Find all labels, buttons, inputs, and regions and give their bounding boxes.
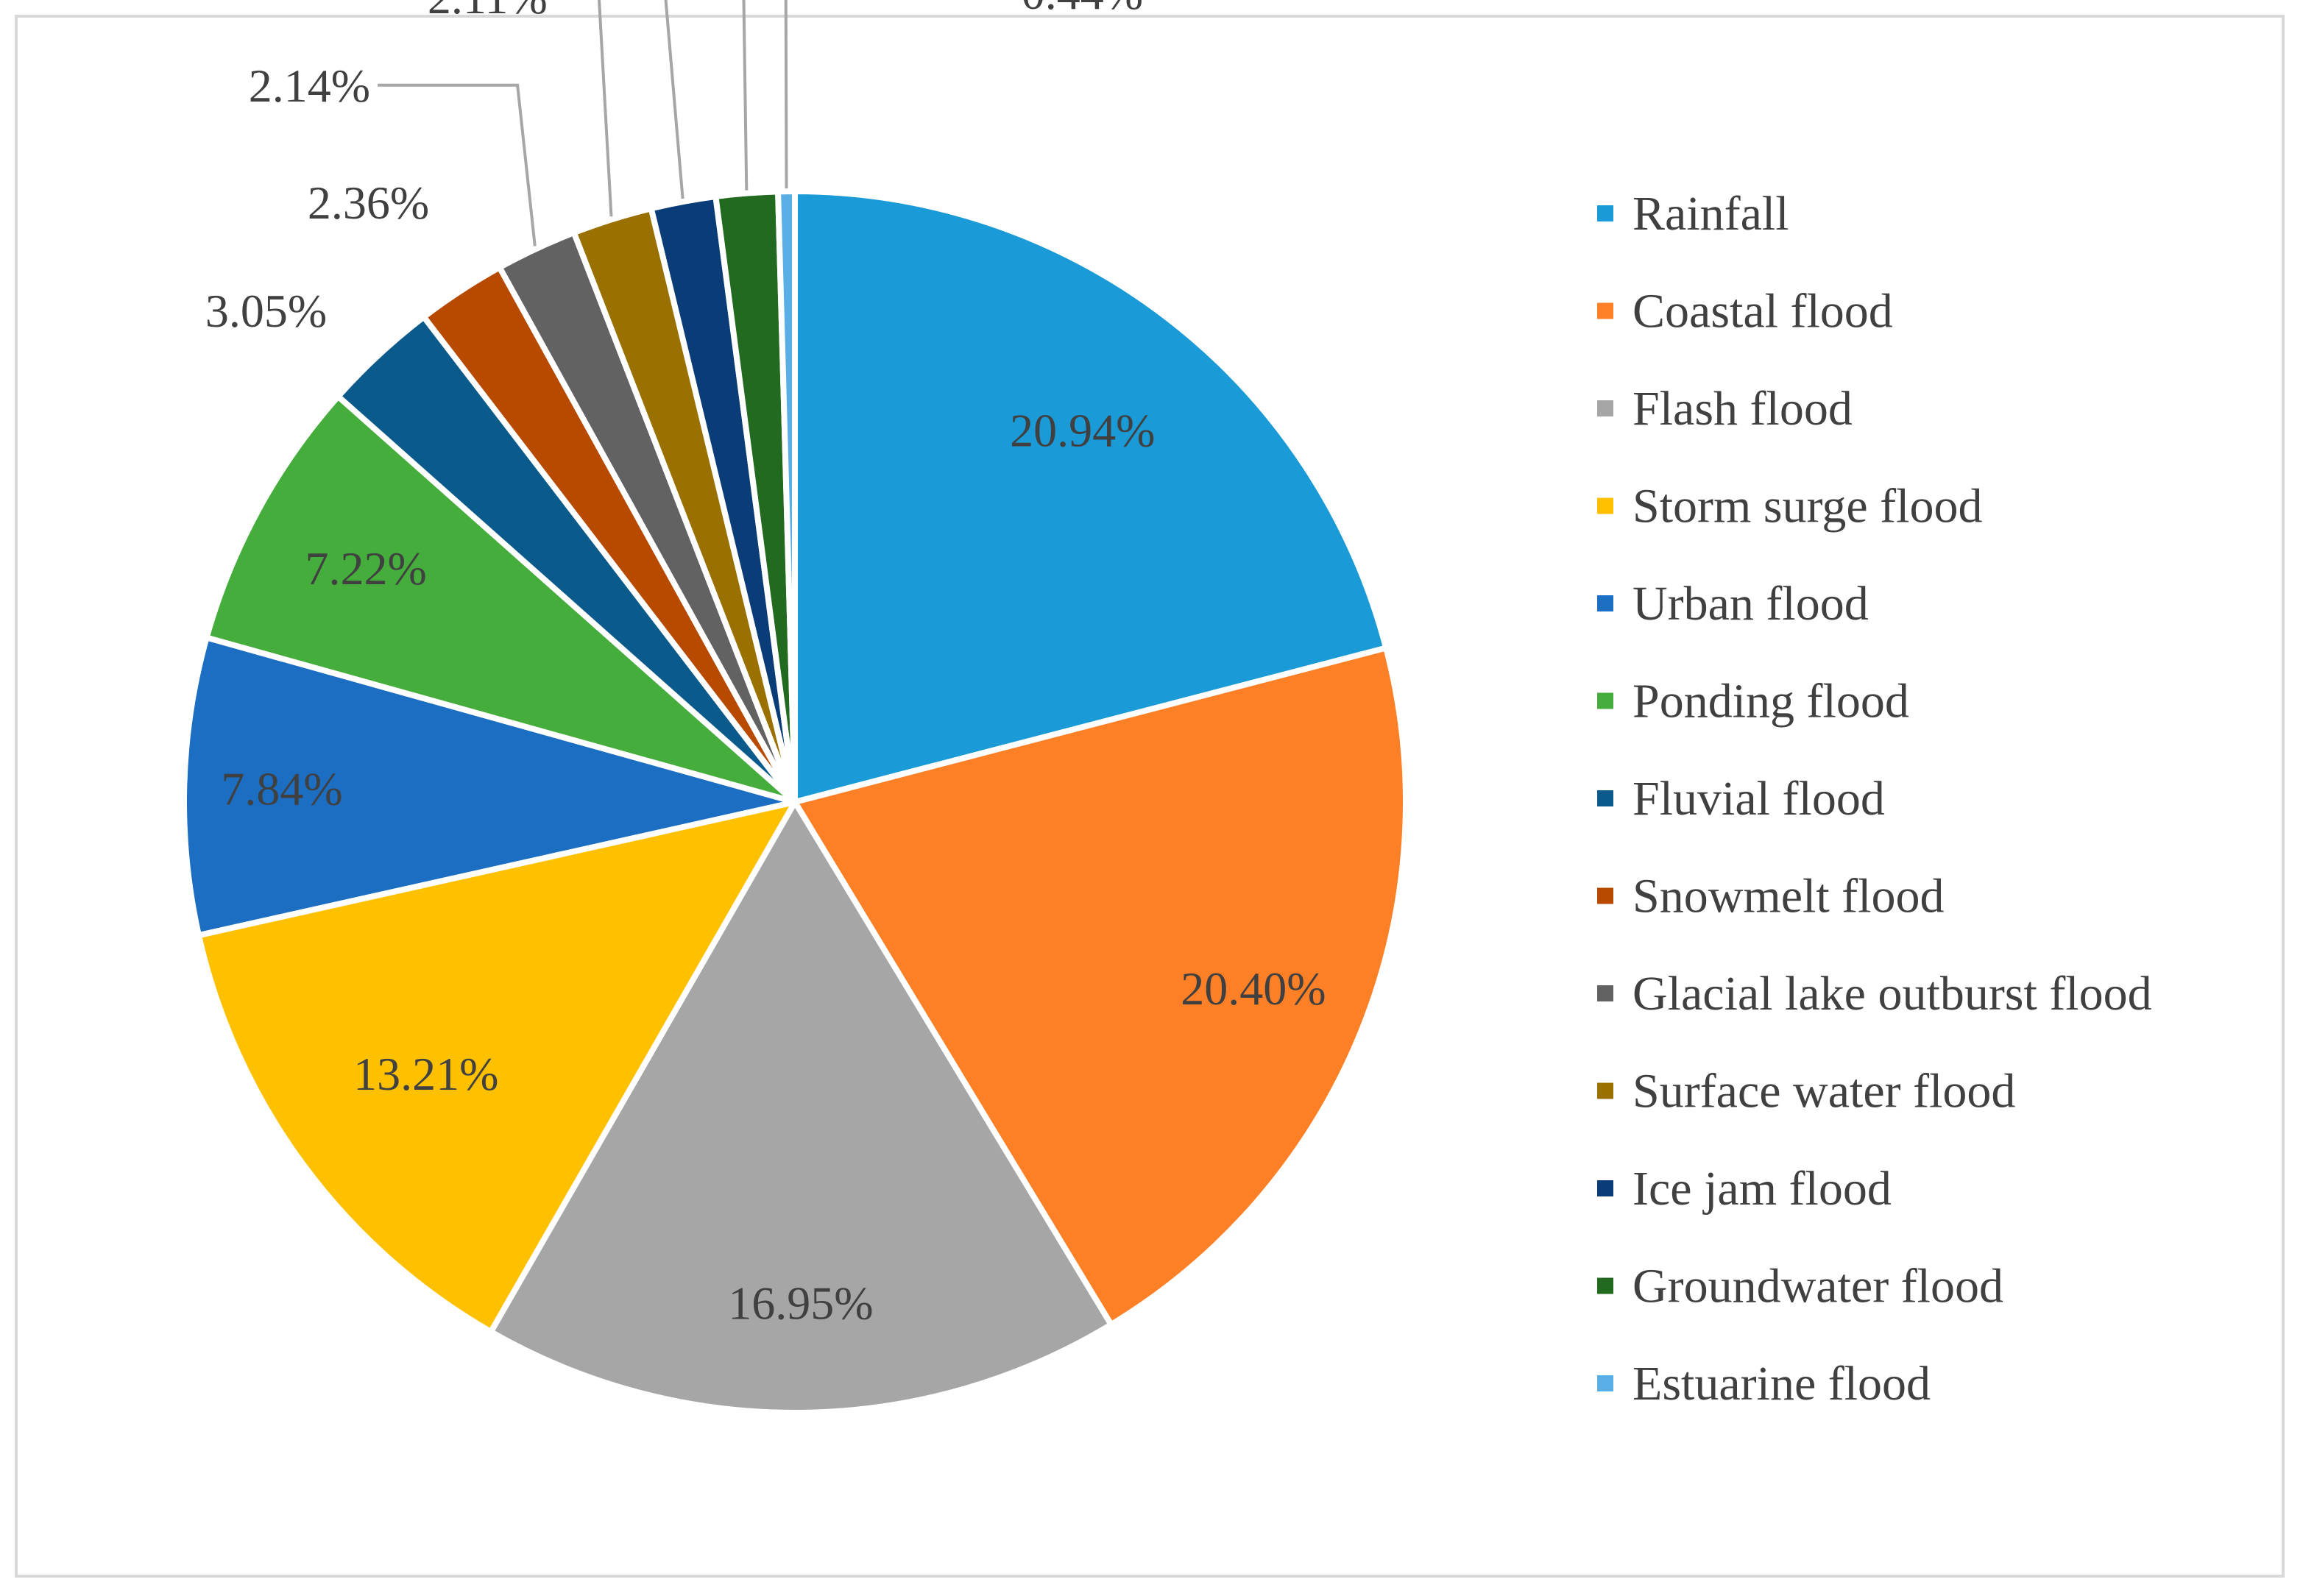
legend-label-surface-water-flood: Surface water flood [1632,1065,2015,1118]
legend-item-urban-flood: Urban flood [1597,577,1869,631]
legend-item-glacial-lake-outburst-flood: Glacial lake outburst flood [1597,967,2152,1021]
legend-item-surface-water-flood: Surface water flood [1597,1065,2015,1118]
legend-item-coastal-flood: Coastal flood [1597,285,1893,338]
pie-slice-estuarine-flood [775,188,798,805]
legend-label-groundwater-flood: Groundwater flood [1632,1260,2003,1313]
legend-label-rainfall: Rainfall [1632,187,1789,241]
data-label-urban-flood: 7.84% [221,763,342,815]
legend-item-ponding-flood: Ponding flood [1597,675,1909,728]
legend-label-snowmelt-flood: Snowmelt flood [1632,870,1945,923]
legend-item-snowmelt-flood: Snowmelt flood [1597,870,1945,923]
legend-label-ponding-flood: Ponding flood [1632,675,1909,728]
legend-label-flash-flood: Flash flood [1632,382,1853,436]
leader-line-groundwater-flood [742,0,749,191]
data-label-flash-flood: 16.95% [728,1277,873,1330]
data-label-surface-water-flood: 2.11% [428,0,548,24]
legend-label-storm-surge-flood: Storm surge flood [1632,480,1982,533]
pie-slice-urban-flood [181,634,798,939]
leader-line-estuarine-flood [784,0,788,189]
data-label-ponding-flood: 7.22% [305,542,426,595]
legend-swatch-rainfall [1597,205,1613,221]
legend-swatch-fluvial-flood [1597,790,1613,806]
pie-slice-rainfall [792,188,1390,805]
legend-item-flash-flood: Flash flood [1597,382,1853,436]
legend-swatch-urban-flood [1597,595,1613,611]
legend-item-rainfall: Rainfall [1597,187,1789,241]
legend-label-coastal-flood: Coastal flood [1632,285,1893,338]
leader-line-ice-jam-flood [664,0,684,199]
pie-leader-lines [378,0,788,247]
legend-item-ice-jam-flood: Ice jam flood [1597,1162,1892,1216]
legend-swatch-estuarine-flood [1597,1375,1613,1391]
legend-swatch-glacial-lake-outburst-flood [1597,985,1613,1001]
pie-slice-storm-surge-flood [195,799,798,1335]
data-label-glacial-lake-outburst-flood: 2.14% [249,60,370,112]
pie-slice-flash-flood [487,799,1114,1416]
data-label-ice-jam-flood: 1.71% [671,0,793,8]
legend-label-estuarine-flood: Estuarine flood [1632,1357,1931,1411]
legend-label-ice-jam-flood: Ice jam flood [1632,1162,1892,1216]
pie-slices [181,188,1409,1416]
data-label-fluvial-flood: 3.05% [205,285,327,337]
pie-slice-ponding-flood [203,393,798,805]
data-label-storm-surge-flood: 13.21% [353,1048,498,1100]
legend-swatch-snowmelt-flood [1597,887,1613,904]
legend-swatch-storm-surge-flood [1597,497,1613,514]
pie-data-labels: 20.94% 20.40% 16.95% 13.21% 7.84% 7.22% 3.05% 2… [205,0,1326,1330]
leader-line-surface-water-flood [598,0,613,217]
legend-label-glacial-lake-outburst-flood: Glacial lake outburst flood [1632,967,2152,1021]
data-label-snowmelt-flood: 2.36% [308,177,429,229]
legend-swatch-flash-flood [1597,400,1613,416]
legend-swatch-ice-jam-flood [1597,1180,1613,1196]
leader-line-glacial-lake-outburst-flood [378,83,537,247]
pie-slice-coastal-flood [792,645,1409,1328]
legend-label-fluvial-flood: Fluvial flood [1632,772,1885,826]
legend-item-groundwater-flood: Groundwater flood [1597,1260,2003,1313]
legend: Rainfall Coastal flood Flash flood Storm su… [1597,187,2152,1411]
data-label-rainfall: 20.94% [1010,404,1155,456]
legend-item-estuarine-flood: Estuarine flood [1597,1357,1931,1411]
legend-label-urban-flood: Urban flood [1632,577,1869,631]
legend-item-fluvial-flood: Fluvial flood [1597,772,1885,826]
data-label-estuarine-flood: 0.44% [1022,0,1143,19]
legend-swatch-ponding-flood [1597,692,1613,709]
legend-swatch-coastal-flood [1597,302,1613,319]
legend-swatch-groundwater-flood [1597,1277,1613,1294]
legend-swatch-surface-water-flood [1597,1082,1613,1099]
legend-item-storm-surge-flood: Storm surge flood [1597,480,1982,533]
data-label-coastal-flood: 20.40% [1181,962,1326,1015]
